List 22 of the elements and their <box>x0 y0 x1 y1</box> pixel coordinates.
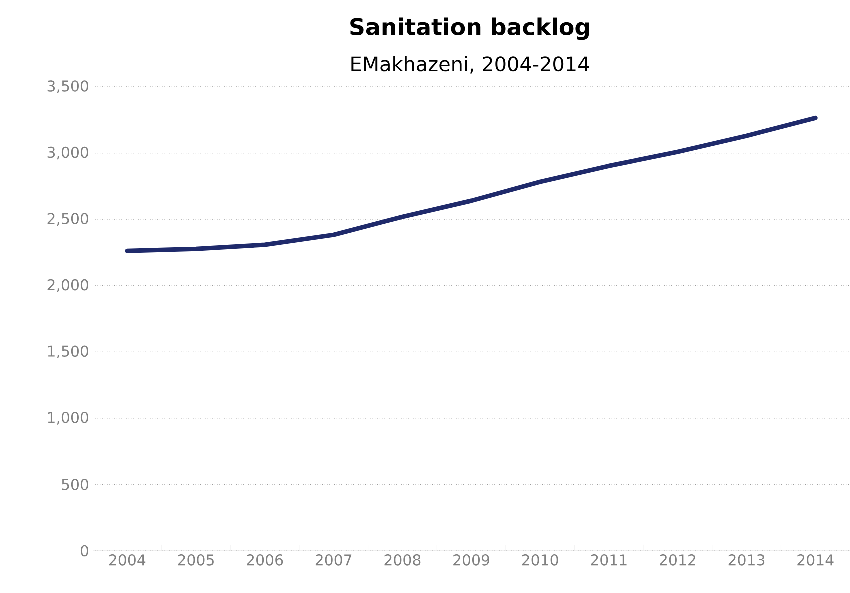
y-tick-label: 3,000 <box>48 146 88 160</box>
x-tick-label: 2004 <box>109 554 146 566</box>
x-tick-label: 2007 <box>316 554 352 566</box>
x-tick-label: 2009 <box>454 554 490 566</box>
chart-subtitle: EMakhazeni, 2004-2014 <box>352 56 590 74</box>
x-tick-label: 2010 <box>522 554 558 566</box>
y-tick-label: 1,000 <box>48 412 88 425</box>
x-tick-label: 2005 <box>178 554 214 566</box>
y-tick-label: 3,500 <box>48 80 88 94</box>
y-tick-label: 0 <box>80 545 88 557</box>
x-tick-label: 2013 <box>728 554 765 566</box>
y-tick-label: 2,500 <box>48 213 88 226</box>
y-tick-label: 2,000 <box>48 279 88 292</box>
chart-title: Sanitation backlog <box>350 18 590 40</box>
x-tick-label: 2012 <box>660 554 696 566</box>
y-tick-label: 1,500 <box>48 346 88 359</box>
y-tick-label: 500 <box>62 479 88 490</box>
x-tick-label: 2011 <box>591 554 627 566</box>
x-tick-label: 2014 <box>798 554 834 566</box>
line-series <box>125 116 818 254</box>
x-tick-label: 2006 <box>247 554 284 566</box>
x-tick-label: 2008 <box>384 554 421 566</box>
